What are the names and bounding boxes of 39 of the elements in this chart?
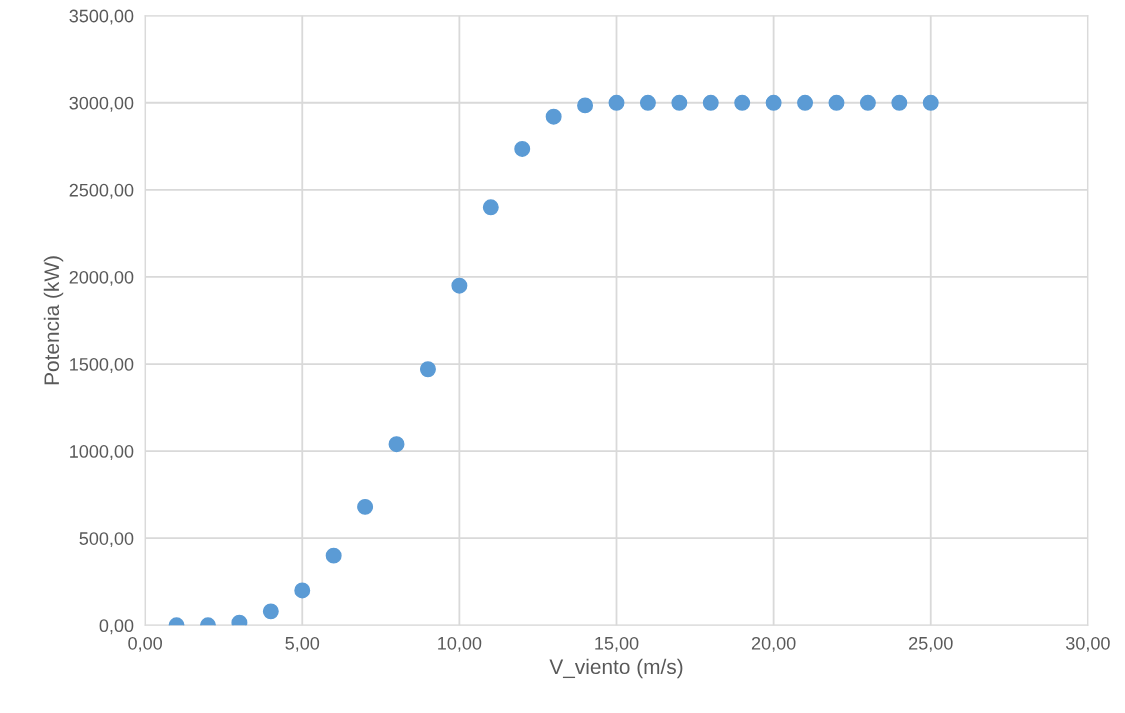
point (545, 108, 562, 125)
point (702, 94, 719, 111)
y-axis-title: Potencia (kW) (43, 256, 64, 385)
point (577, 97, 594, 114)
x-tick-label: 5,00 (285, 636, 320, 652)
point (891, 94, 908, 111)
point (262, 603, 279, 620)
x-tick-label: 20,00 (751, 636, 796, 652)
y-tick-label: 1500,00 (70, 357, 134, 373)
point (859, 94, 876, 111)
x-tick-label: 15,00 (595, 636, 639, 652)
point (514, 140, 531, 157)
y-tick-label: 2500,00 (69, 183, 134, 199)
x-tick-label: 25,00 (909, 636, 953, 652)
point (922, 94, 939, 111)
y-tick-label: 0,00 (99, 619, 134, 635)
point (419, 361, 436, 378)
point (451, 277, 468, 294)
point (671, 94, 688, 111)
point (482, 199, 499, 216)
x-axis-title: V_viento (m/s) (549, 658, 683, 679)
y-tick-label: 3000,00 (69, 96, 134, 112)
y-tick-label: 3500,00 (69, 9, 134, 25)
point (734, 94, 751, 111)
y-tick-label: 1000,00 (70, 445, 134, 460)
y-tick-label: 500,00 (79, 532, 134, 548)
point (639, 94, 656, 111)
point (797, 94, 814, 111)
point (608, 94, 625, 111)
point (325, 547, 342, 564)
x-tick-label: 10,00 (438, 636, 482, 652)
point (357, 498, 374, 515)
y-tick-label: 2000,00 (69, 270, 134, 286)
x-tick-label: 30,00 (1065, 636, 1110, 652)
x-tick-label: 0,00 (128, 636, 162, 652)
point (294, 582, 311, 599)
point (388, 436, 405, 453)
point (765, 94, 782, 111)
point (828, 94, 845, 111)
